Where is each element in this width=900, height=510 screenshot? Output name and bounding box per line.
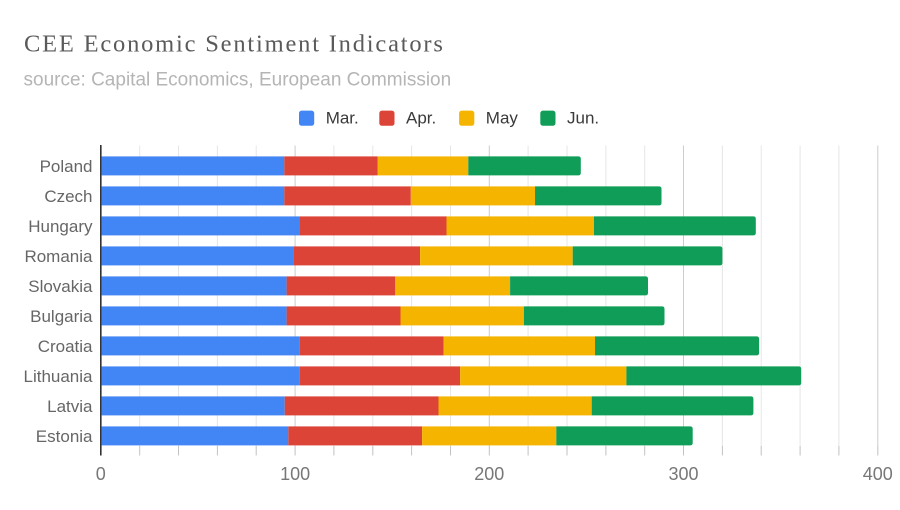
svg-text:200: 200 xyxy=(474,464,504,484)
svg-text:Romania: Romania xyxy=(24,247,93,266)
svg-text:Croatia: Croatia xyxy=(38,337,93,356)
svg-text:Mar.: Mar. xyxy=(326,109,359,128)
svg-text:Bulgaria: Bulgaria xyxy=(30,307,93,326)
svg-text:Jun.: Jun. xyxy=(567,109,599,128)
svg-text:Lithuania: Lithuania xyxy=(23,367,93,386)
svg-text:Czech: Czech xyxy=(44,187,92,206)
svg-text:0: 0 xyxy=(96,464,106,484)
svg-text:300: 300 xyxy=(668,464,698,484)
svg-text:Slovakia: Slovakia xyxy=(28,277,93,296)
svg-text:Hungary: Hungary xyxy=(28,217,93,236)
svg-text:May: May xyxy=(486,109,519,128)
svg-text:CEE Economic Sentiment Indicat: CEE Economic Sentiment Indicators xyxy=(24,31,445,58)
svg-text:source: Capital Economics, Eur: source: Capital Economics, European Comm… xyxy=(24,70,452,91)
svg-text:Apr.: Apr. xyxy=(406,109,436,128)
svg-text:400: 400 xyxy=(863,464,893,484)
svg-text:100: 100 xyxy=(280,464,310,484)
svg-text:Poland: Poland xyxy=(40,157,93,176)
svg-text:Estonia: Estonia xyxy=(36,427,93,446)
svg-text:Latvia: Latvia xyxy=(47,397,93,416)
